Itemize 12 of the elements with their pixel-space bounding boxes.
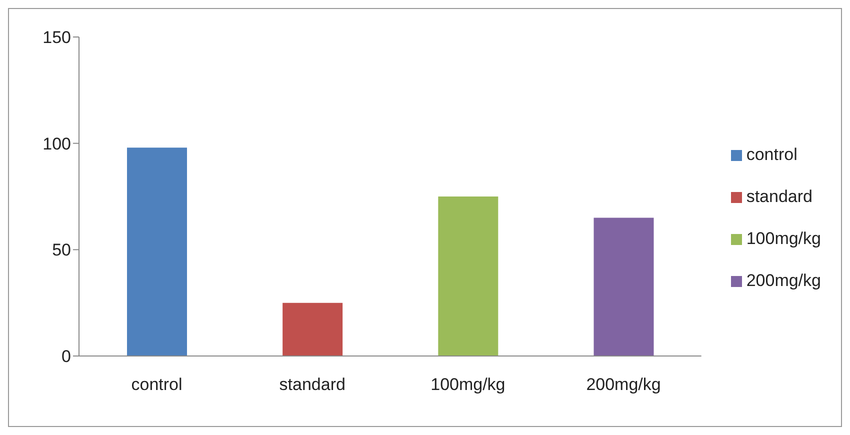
y-tick-label: 0	[62, 347, 71, 366]
x-tick-label: 200mg/kg	[586, 375, 661, 394]
legend-label: control	[746, 144, 798, 164]
legend-label: 100mg/kg	[746, 228, 821, 248]
x-tick-label: control	[131, 375, 182, 394]
x-tick-label: 100mg/kg	[430, 375, 506, 394]
legend-label: 200mg/kg	[746, 270, 821, 290]
y-tick-label: 150	[42, 28, 71, 48]
y-tick-label: 100	[42, 134, 71, 154]
legend-label: standard	[746, 186, 812, 206]
x-tick-label: standard	[279, 375, 346, 394]
y-tick-label: 50	[52, 240, 71, 260]
